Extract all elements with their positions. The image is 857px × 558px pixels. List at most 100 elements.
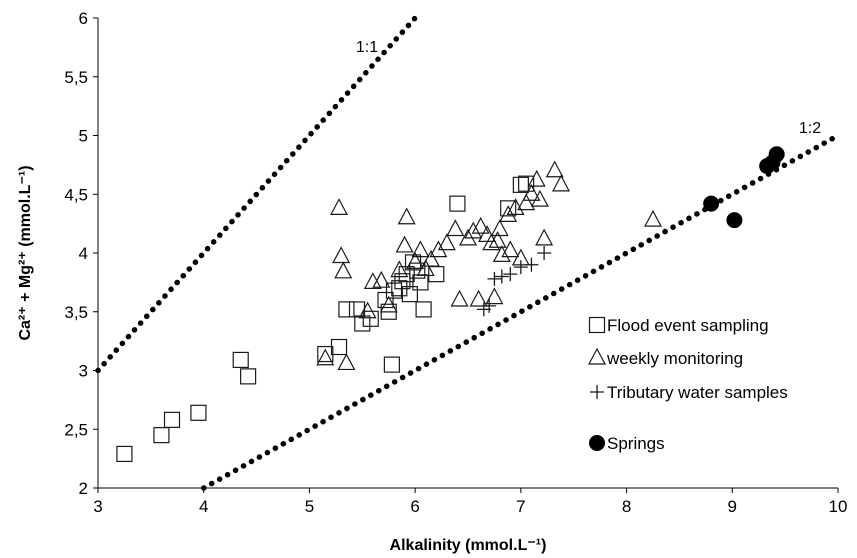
x-tick-label: 5 [305, 497, 314, 516]
x-tick-label: 10 [829, 497, 848, 516]
triangle-point [485, 287, 504, 305]
y-tick-label: 5,5 [64, 68, 88, 87]
reference-line-label: 1:1 [356, 39, 378, 56]
triangle-point [501, 240, 520, 258]
square-point [348, 301, 366, 318]
triangle-point [397, 207, 416, 225]
x-tick-label: 7 [516, 497, 525, 516]
square-point [330, 338, 348, 356]
triangle-point [471, 216, 490, 234]
square-point [116, 445, 133, 463]
triangle-point [490, 219, 509, 237]
square-point [354, 315, 371, 332]
square-point [428, 266, 445, 283]
triangle-point [330, 198, 349, 215]
square-point [362, 310, 379, 327]
triangle-point [644, 209, 662, 227]
triangle-point [464, 221, 483, 239]
plus-point [524, 257, 539, 272]
square-point [377, 291, 394, 309]
square-point [232, 351, 249, 369]
square-point [163, 411, 181, 428]
reference-line-label: 1:2 [799, 120, 821, 137]
triangle-point [469, 289, 488, 307]
x-tick-label: 9 [728, 497, 737, 516]
circle-point [768, 146, 785, 163]
triangle-point [390, 260, 409, 278]
y-tick-label: 6 [79, 9, 88, 28]
triangle-point [416, 259, 435, 277]
plus-point [487, 271, 502, 286]
plus-point [494, 269, 509, 284]
data-points [116, 146, 785, 463]
triangle-point [545, 160, 564, 178]
square-point [500, 200, 517, 217]
reference-lines [95, 15, 841, 491]
y-tick-labels: 2 2,5 3 3,5 4 4,5 5 5,5 6 [64, 9, 98, 498]
square-point [512, 176, 529, 193]
triangle-point [450, 289, 469, 307]
square-point [385, 282, 403, 299]
triangle-point [552, 174, 571, 192]
triangle-point [337, 353, 356, 371]
y-axis-title: Ca²⁺ + Mg²⁺ (mmol.L⁻¹) [17, 165, 34, 340]
x-tick-label: 6 [410, 497, 419, 516]
triangle-point [363, 272, 382, 289]
y-tick-label: 3 [79, 362, 88, 381]
triangle-point [522, 183, 541, 201]
triangle-point [446, 219, 465, 237]
square-point [409, 262, 426, 279]
reference-line-labels: 1:1 1:2 [356, 39, 821, 137]
x-axis-title: Alkalinity (mmol.L⁻¹) [390, 537, 547, 554]
triangle-point [488, 230, 507, 248]
triangle-point [421, 249, 441, 267]
square-point [190, 404, 207, 421]
square-point [449, 195, 466, 212]
triangle-point [316, 348, 335, 366]
triangle-point [372, 270, 391, 288]
square-point [240, 368, 257, 385]
legend-label: Springs [607, 434, 665, 453]
triangle-point [358, 301, 377, 319]
triangle-point [492, 245, 511, 262]
y-tick-label: 4,5 [64, 185, 88, 204]
legend-square-marker [588, 316, 606, 334]
triangle-point [379, 295, 398, 313]
triangle-point [395, 235, 414, 253]
plus-point [503, 267, 518, 282]
square-point [398, 266, 415, 283]
triangle-point [411, 240, 430, 258]
legend-triangle-marker [588, 347, 606, 365]
plus-point [513, 260, 528, 275]
triangle-point [332, 246, 351, 264]
square-point [415, 301, 432, 318]
axes [97, 18, 838, 489]
square-point [412, 274, 429, 291]
legend-circle-marker [589, 435, 605, 451]
triangle-point [530, 189, 549, 207]
plus-point [537, 246, 552, 260]
legend-plus-marker [590, 385, 604, 399]
y-tick-label: 2 [79, 479, 88, 498]
x-tick-labels: 3 4 5 6 7 8 9 10 [93, 488, 847, 516]
x-tick-label: 4 [199, 497, 208, 516]
legend-label: Flood event sampling [607, 316, 769, 335]
x-tick-label: 8 [622, 497, 631, 516]
reference-line-1-to-2 [200, 132, 841, 491]
legend-label: weekly monitoring [606, 349, 743, 368]
reference-line-1-to-1 [95, 15, 418, 374]
square-point [338, 301, 355, 318]
square-point [401, 286, 418, 303]
triangle-point [527, 169, 546, 187]
triangle-point [437, 233, 456, 251]
legend: Flood event sampling weekly monitoring Tri… [588, 316, 788, 453]
circle-point [726, 212, 743, 229]
y-tick-label: 5 [79, 127, 88, 146]
triangle-point [406, 252, 425, 269]
y-tick-label: 3,5 [64, 303, 88, 322]
legend-label: Tributary water samples [607, 383, 788, 402]
y-tick-label: 2,5 [64, 420, 88, 439]
y-tick-label: 4 [79, 244, 88, 263]
square-point [518, 175, 535, 192]
plus-point [482, 298, 497, 313]
